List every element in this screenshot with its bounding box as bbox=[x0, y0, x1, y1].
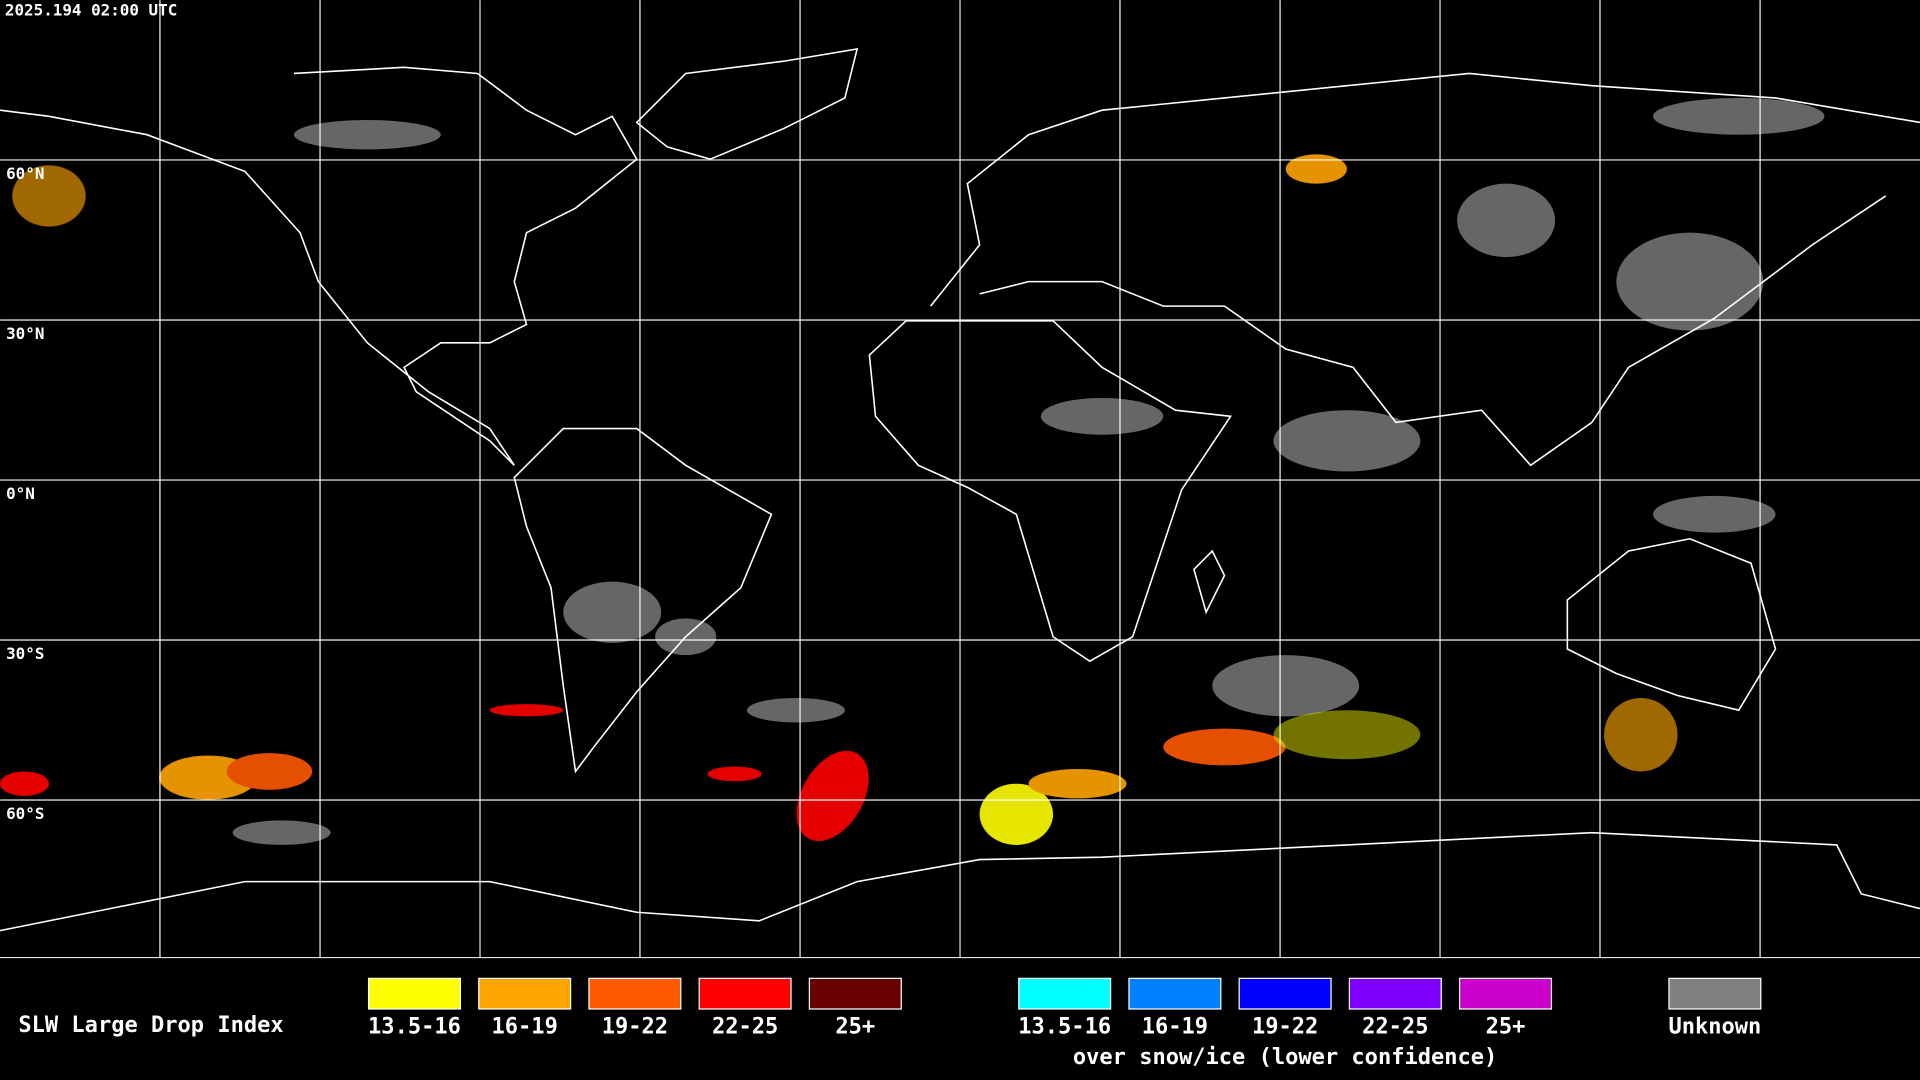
legend-label: 19-22 bbox=[1252, 1014, 1318, 1039]
legend-swatch bbox=[1018, 977, 1112, 1010]
legend-swatch bbox=[367, 977, 462, 1010]
legend-swatch bbox=[1128, 977, 1222, 1010]
cloud-field bbox=[0, 97, 1825, 845]
legend-label: 22-25 bbox=[1362, 1014, 1428, 1039]
legend-label: 13.5-16 bbox=[368, 1014, 461, 1039]
legend-swatch bbox=[1668, 977, 1762, 1010]
legend-label: 16-19 bbox=[1142, 1014, 1208, 1039]
legend-swatch bbox=[1238, 977, 1332, 1010]
legend-label: 22-25 bbox=[712, 1014, 778, 1039]
latitude-label: 30°N bbox=[6, 324, 44, 343]
legend-label: 16-19 bbox=[492, 1014, 558, 1039]
legend-swatch bbox=[478, 977, 572, 1010]
legend-swatch bbox=[588, 977, 682, 1010]
legend-label: 25+ bbox=[835, 1014, 875, 1039]
legend-swatch bbox=[1458, 977, 1553, 1010]
legend: 13.5-16 16-19 19-22 22-25 25+ 13.5-16 16-19 19-… bbox=[367, 977, 1762, 1070]
latitude-label: 30°S bbox=[6, 644, 44, 663]
legend-swatch bbox=[1348, 977, 1442, 1010]
graticule: 60°N 30°N 0°N 30°S 60°S bbox=[0, 0, 1920, 959]
latitude-label: 60°N bbox=[6, 164, 44, 183]
legend-label: Unknown bbox=[1668, 1014, 1761, 1039]
legend-label: 13.5-16 bbox=[1018, 1014, 1111, 1039]
latitude-label: 0°N bbox=[6, 484, 35, 503]
coastlines bbox=[0, 47, 1920, 932]
legend-label: 25+ bbox=[1486, 1014, 1526, 1039]
latitude-label: 60°S bbox=[6, 804, 44, 823]
legend-caption: over snow/ice (lower confidence) bbox=[1073, 1045, 1497, 1070]
legend-title: SLW Large Drop Index bbox=[18, 1013, 283, 1038]
legend-label: 19-22 bbox=[602, 1014, 668, 1039]
timestamp: 2025.194 02:00 UTC bbox=[5, 1, 177, 20]
legend-swatch bbox=[698, 977, 792, 1010]
legend-swatch bbox=[808, 977, 902, 1010]
